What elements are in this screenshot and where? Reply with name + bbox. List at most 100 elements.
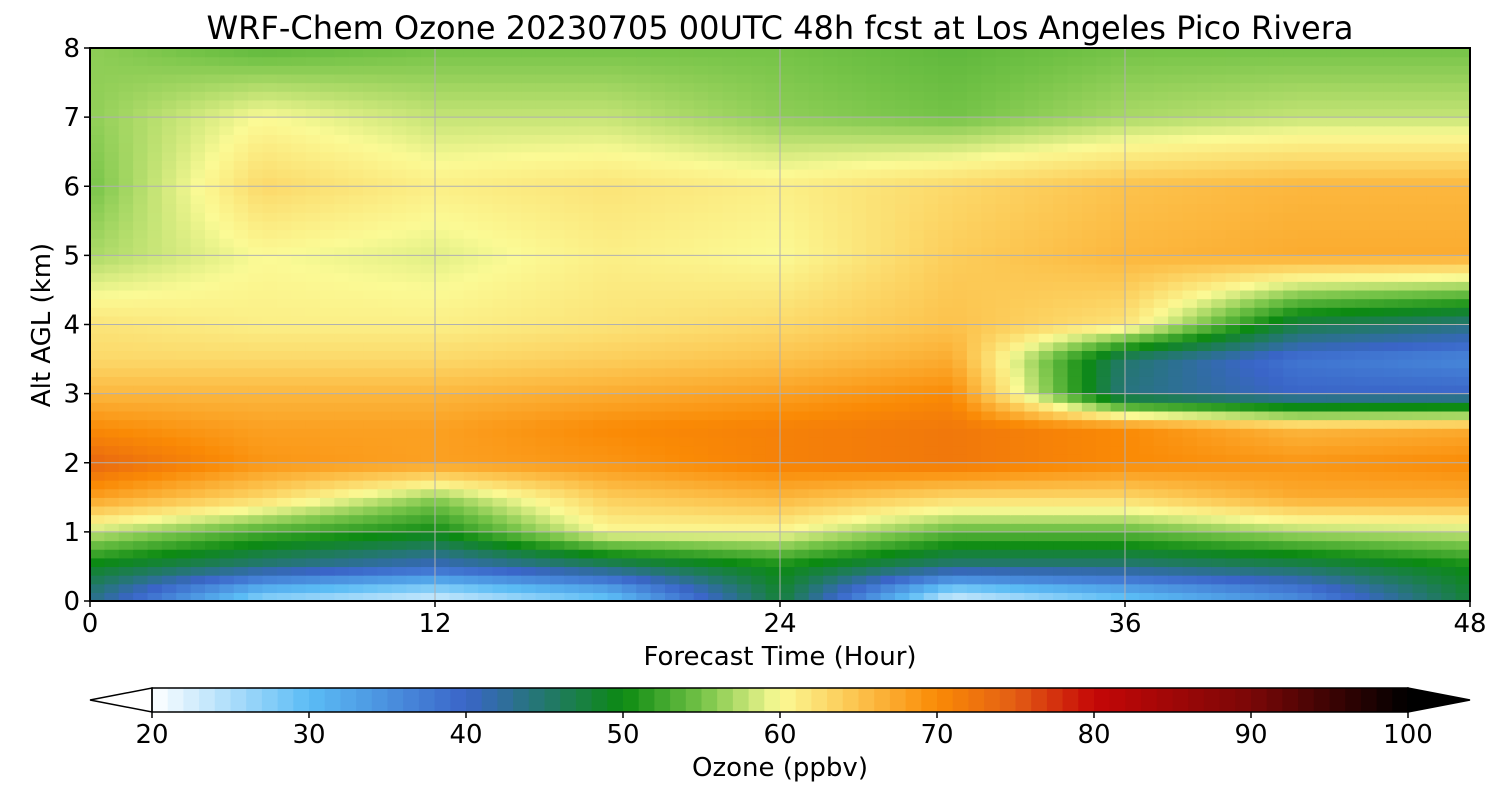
heatmap-cell (1426, 238, 1442, 248)
heatmap-cell (248, 497, 264, 507)
heatmap-cell (291, 549, 307, 559)
heatmap-cell (851, 194, 867, 205)
heatmap-cell (133, 531, 149, 542)
heatmap-cell (1355, 497, 1370, 507)
heatmap-cell (205, 419, 220, 429)
heatmap-cell (1268, 220, 1284, 231)
heatmap-cell (90, 177, 105, 187)
heatmap-cell (708, 376, 724, 386)
heatmap-cell (262, 289, 278, 300)
heatmap-cell (895, 333, 910, 343)
heatmap-cell (1412, 549, 1428, 559)
heatmap-cell (190, 419, 206, 429)
heatmap-cell (492, 160, 508, 170)
heatmap-cell (880, 514, 896, 524)
heatmap-cell (593, 471, 609, 481)
heatmap-cell (205, 384, 220, 395)
heatmap-cell (1240, 289, 1255, 300)
heatmap-cell (190, 480, 206, 490)
heatmap-cell (736, 454, 752, 464)
heatmap-cell (909, 203, 925, 213)
heatmap-cell (118, 194, 134, 205)
heatmap-cell (1398, 203, 1414, 213)
heatmap-cell (938, 445, 954, 455)
heatmap-cell (219, 462, 235, 472)
heatmap-cell (506, 333, 522, 343)
heatmap-cell (377, 359, 393, 369)
heatmap-cell (1067, 367, 1083, 377)
heatmap-cell (837, 514, 853, 524)
heatmap-cell (262, 488, 278, 498)
heatmap-cell (161, 497, 177, 507)
heatmap-cell (1053, 557, 1069, 568)
heatmap-cell (104, 402, 120, 412)
heatmap-cell (262, 212, 278, 222)
heatmap-cell (593, 272, 609, 282)
heatmap-cell (794, 333, 810, 343)
heatmap-cell (478, 272, 494, 282)
heatmap-cell (348, 333, 364, 343)
heatmap-cell (765, 160, 781, 170)
heatmap-cell (463, 315, 479, 326)
heatmap-cell (449, 428, 465, 438)
heatmap-cell (981, 324, 997, 334)
heatmap-cell (650, 575, 666, 585)
heatmap-cell (650, 410, 666, 421)
heatmap-cell (621, 212, 637, 222)
heatmap-cell (320, 272, 335, 282)
heatmap-cell (276, 168, 292, 179)
heatmap-cell (377, 367, 393, 377)
heatmap-cell (708, 246, 724, 256)
heatmap-cell (751, 272, 767, 282)
heatmap-cell (406, 471, 422, 481)
heatmap-cell (621, 341, 637, 352)
heatmap-cell (593, 480, 609, 490)
heatmap-cell (550, 583, 565, 593)
heatmap-cell (305, 289, 321, 300)
heatmap-cell (650, 514, 666, 524)
heatmap-cell (909, 393, 925, 403)
heatmap-cell (794, 488, 810, 498)
heatmap-cell (492, 592, 508, 602)
heatmap-cell (808, 350, 824, 360)
heatmap-cell (1182, 255, 1198, 265)
heatmap-cell (190, 523, 206, 533)
heatmap-cell (305, 505, 321, 516)
heatmap-cell (420, 575, 436, 585)
heatmap-cell (1053, 324, 1069, 334)
heatmap-cell (837, 384, 853, 395)
heatmap-cell (1383, 289, 1399, 300)
heatmap-cell (1211, 436, 1227, 447)
heatmap-cell (219, 281, 235, 291)
heatmap-cell (420, 566, 436, 576)
heatmap-cell (176, 220, 192, 231)
heatmap-cell (1254, 194, 1270, 205)
heatmap-cell (1254, 168, 1270, 179)
heatmap-cell (1369, 583, 1385, 593)
heatmap-cell (406, 203, 422, 213)
heatmap-cell (1326, 350, 1342, 360)
heatmap-cell (420, 436, 436, 447)
heatmap-cell (391, 540, 407, 550)
heatmap-cell (377, 281, 393, 291)
heatmap-cell (449, 281, 465, 291)
heatmap-cell (205, 393, 220, 403)
heatmap-cell (248, 255, 264, 265)
heatmap-cell (1168, 238, 1184, 248)
heatmap-cell (578, 540, 594, 550)
heatmap-cell (334, 160, 350, 170)
heatmap-cell (693, 229, 709, 239)
heatmap-cell (363, 523, 379, 533)
heatmap-cell (1153, 168, 1169, 179)
heatmap-cell (1110, 255, 1126, 265)
heatmap-cell (564, 255, 580, 265)
heatmap-cell (104, 419, 120, 429)
heatmap-cell (1038, 367, 1054, 377)
heatmap-cell (133, 272, 149, 282)
heatmap-cell (363, 341, 379, 352)
heatmap-cell (1369, 229, 1385, 239)
heatmap-cell (1398, 462, 1414, 472)
heatmap-cell (205, 359, 220, 369)
heatmap-cell (1283, 160, 1299, 170)
heatmap-cell (1326, 566, 1342, 576)
